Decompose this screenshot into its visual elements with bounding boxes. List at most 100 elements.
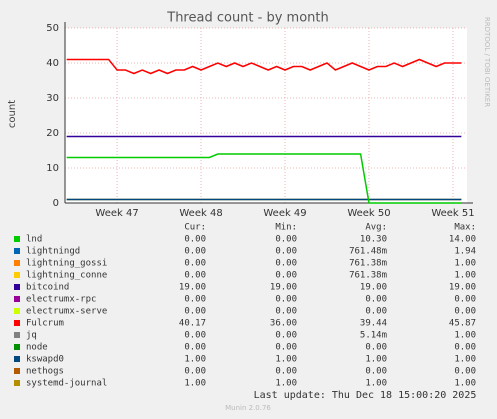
- legend-label: node: [26, 343, 48, 353]
- x-tick-label: Week 49: [263, 208, 306, 219]
- y-tick-label: 50: [46, 23, 59, 34]
- legend-label: electrumx-serve: [26, 307, 107, 317]
- plot-area: [65, 28, 467, 203]
- footer: Munin 2.0.76: [225, 404, 271, 412]
- stat-value: 1.00: [184, 355, 206, 365]
- stat-value: 10.30: [360, 235, 387, 245]
- stat-value: 1.00: [275, 355, 297, 365]
- stat-value: 0.00: [275, 259, 297, 269]
- stat-value: 0.00: [184, 247, 206, 257]
- y-axis-label: count: [7, 100, 18, 128]
- stat-value: 45.87: [449, 319, 476, 329]
- stat-value: 19.00: [449, 283, 476, 293]
- stat-value: 0.00: [275, 295, 297, 305]
- legend-label: lightningd: [26, 247, 80, 257]
- stat-value: 761.38m: [349, 271, 387, 281]
- stat-value: 1.00: [454, 271, 476, 281]
- stat-header: Avg:: [365, 223, 387, 233]
- legend-swatch: [14, 344, 20, 350]
- stat-value: 0.00: [184, 259, 206, 269]
- stat-value: 0.00: [184, 295, 206, 305]
- stat-value: 0.00: [184, 331, 206, 341]
- stat-value: 0.00: [275, 367, 297, 377]
- stat-value: 1.94: [454, 247, 476, 257]
- legend-label: systemd-journal: [26, 379, 107, 389]
- legend-swatch: [14, 236, 20, 242]
- legend-swatch: [14, 248, 20, 254]
- y-tick-label: 0: [53, 198, 59, 209]
- chart-title: Thread count - by month: [166, 11, 329, 26]
- legend-label: lightning_conne: [26, 271, 107, 281]
- stat-value: 19.00: [179, 283, 206, 293]
- legend-label: Fulcrum: [26, 319, 64, 329]
- legend-swatch: [14, 284, 20, 290]
- series-line: [66, 153, 462, 204]
- stat-header: Min:: [275, 223, 297, 233]
- stat-value: 0.00: [365, 343, 387, 353]
- legend-label: jq: [26, 331, 37, 341]
- y-tick-label: 40: [46, 58, 59, 69]
- legend-swatch: [14, 332, 20, 338]
- stat-value: 0.00: [184, 343, 206, 353]
- stat-value: 1.00: [275, 379, 297, 389]
- stat-value: 14.00: [449, 235, 476, 245]
- stat-value: 0.00: [275, 307, 297, 317]
- stat-value: 1.00: [365, 355, 387, 365]
- stat-value: 1.00: [454, 379, 476, 389]
- legend-label: bitcoind: [26, 283, 69, 293]
- stat-value: 0.00: [184, 367, 206, 377]
- stat-value: 1.00: [184, 379, 206, 389]
- series-line: [66, 58, 462, 75]
- stat-value: 0.00: [365, 367, 387, 377]
- last-update: Last update: Thu Dec 18 15:00:20 2025: [254, 390, 477, 401]
- stat-value: 761.38m: [349, 259, 387, 269]
- legend-swatch: [14, 380, 20, 386]
- legend-label: lnd: [26, 235, 42, 245]
- legend-swatch: [14, 260, 20, 266]
- stat-value: 761.48m: [349, 247, 387, 257]
- stat-value: 0.00: [184, 307, 206, 317]
- stat-value: 1.00: [454, 355, 476, 365]
- stat-value: 0.00: [454, 343, 476, 353]
- legend-label: kswapd0: [26, 355, 64, 365]
- stat-value: 0.00: [184, 271, 206, 281]
- stat-value: 0.00: [454, 307, 476, 317]
- y-tick-label: 10: [46, 163, 59, 174]
- stat-value: 39.44: [360, 319, 387, 329]
- stat-value: 0.00: [184, 235, 206, 245]
- y-tick-label: 30: [46, 93, 59, 104]
- stat-header: Cur:: [184, 223, 206, 233]
- stat-value: 0.00: [454, 367, 476, 377]
- y-tick-label: 20: [46, 128, 59, 139]
- legend-label: lightning_gossi: [26, 259, 107, 269]
- legend-swatch: [14, 320, 20, 326]
- stat-value: 0.00: [275, 235, 297, 245]
- legend-label: electrumx-rpc: [26, 295, 96, 305]
- stat-value: 0.00: [365, 295, 387, 305]
- stat-value: 5.14m: [360, 331, 387, 341]
- x-tick-label: Week 48: [179, 208, 222, 219]
- stat-value: 36.00: [270, 319, 297, 329]
- stat-value: 0.00: [275, 343, 297, 353]
- stat-value: 1.00: [454, 331, 476, 341]
- legend-label: nethogs: [26, 367, 64, 377]
- stat-value: 0.00: [275, 331, 297, 341]
- stat-value: 1.00: [454, 259, 476, 269]
- stat-header: Max:: [454, 223, 476, 233]
- legend-swatch: [14, 272, 20, 278]
- stat-value: 1.00: [365, 379, 387, 389]
- stat-value: 19.00: [360, 283, 387, 293]
- stat-value: 0.00: [275, 247, 297, 257]
- legend-swatch: [14, 368, 20, 374]
- x-tick-label: Week 51: [431, 208, 474, 219]
- legend-swatch: [14, 308, 20, 314]
- side-text: RRDTOOL / TOBI OETIKER: [483, 17, 491, 107]
- stat-value: 40.17: [179, 319, 206, 329]
- legend-swatch: [14, 296, 20, 302]
- legend-swatch: [14, 356, 20, 362]
- stat-value: 0.00: [275, 271, 297, 281]
- stat-value: 19.00: [270, 283, 297, 293]
- x-tick-label: Week 47: [95, 208, 138, 219]
- x-tick-label: Week 50: [347, 208, 390, 219]
